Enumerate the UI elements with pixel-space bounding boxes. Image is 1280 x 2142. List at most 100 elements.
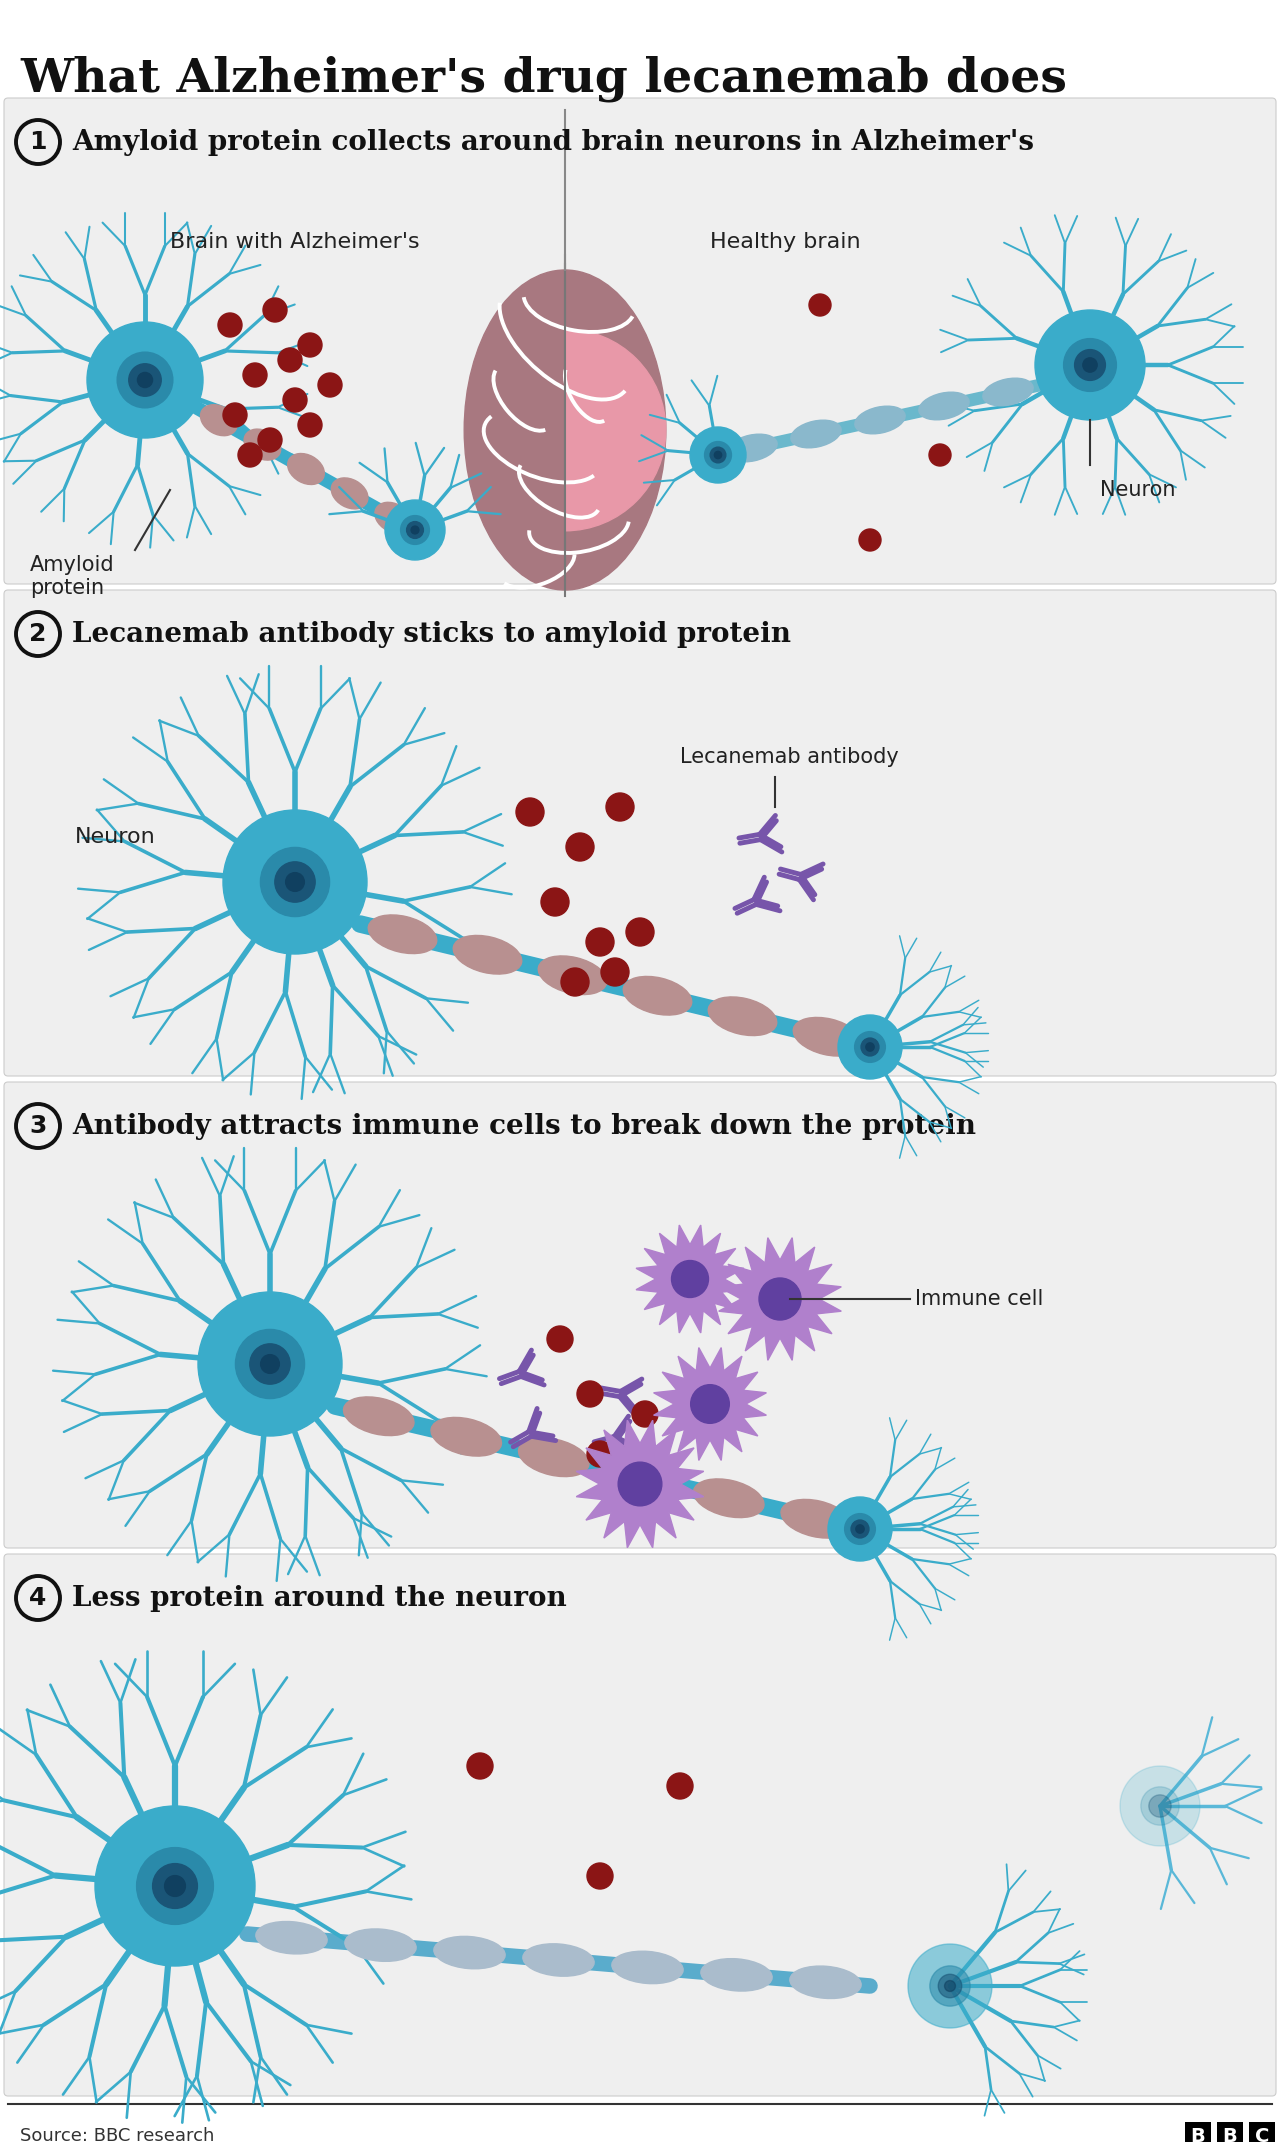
Text: C: C [1254, 2127, 1270, 2142]
FancyBboxPatch shape [4, 1082, 1276, 1549]
Text: B: B [1190, 2127, 1206, 2142]
Polygon shape [654, 1347, 767, 1461]
Circle shape [137, 373, 152, 388]
Circle shape [704, 441, 731, 469]
Circle shape [769, 1287, 791, 1311]
Circle shape [672, 1259, 709, 1298]
Ellipse shape [244, 428, 280, 461]
Circle shape [859, 529, 881, 550]
Circle shape [87, 321, 204, 437]
Ellipse shape [343, 1397, 413, 1435]
Circle shape [759, 1279, 801, 1319]
Circle shape [929, 443, 951, 467]
Ellipse shape [434, 1936, 506, 1968]
Circle shape [218, 313, 242, 336]
Circle shape [945, 1981, 955, 1992]
Text: Neuron: Neuron [76, 827, 156, 846]
Circle shape [632, 1401, 658, 1427]
Ellipse shape [794, 1017, 861, 1056]
FancyBboxPatch shape [4, 99, 1276, 585]
FancyBboxPatch shape [1249, 2123, 1275, 2142]
Text: 2: 2 [29, 621, 46, 647]
Circle shape [586, 927, 614, 955]
Circle shape [561, 968, 589, 996]
Circle shape [605, 793, 634, 820]
Ellipse shape [919, 392, 969, 420]
Circle shape [700, 1394, 721, 1414]
Circle shape [714, 452, 722, 458]
Circle shape [861, 1039, 879, 1056]
FancyBboxPatch shape [1185, 2123, 1211, 2142]
Circle shape [541, 889, 570, 917]
Ellipse shape [791, 420, 841, 448]
Circle shape [152, 1864, 197, 1909]
Text: Less protein around the neuron: Less protein around the neuron [72, 1585, 567, 1611]
Circle shape [710, 448, 726, 463]
Ellipse shape [431, 1418, 502, 1457]
Text: Lecanemab antibody sticks to amyloid protein: Lecanemab antibody sticks to amyloid pro… [72, 621, 791, 647]
Circle shape [259, 428, 282, 452]
Ellipse shape [708, 996, 777, 1035]
Ellipse shape [623, 977, 691, 1015]
Circle shape [681, 1270, 700, 1289]
Circle shape [908, 1945, 992, 2028]
Text: Healthy brain: Healthy brain [710, 231, 860, 253]
Wedge shape [564, 330, 666, 531]
Circle shape [129, 364, 161, 396]
Circle shape [838, 1015, 902, 1080]
Circle shape [118, 351, 173, 407]
Ellipse shape [983, 379, 1033, 405]
Ellipse shape [538, 955, 607, 994]
Circle shape [298, 413, 323, 437]
Ellipse shape [369, 915, 436, 953]
Ellipse shape [694, 1478, 764, 1517]
Circle shape [137, 1849, 214, 1924]
Circle shape [828, 1497, 892, 1562]
Circle shape [467, 1752, 493, 1780]
Ellipse shape [332, 478, 367, 510]
Circle shape [547, 1326, 573, 1352]
Circle shape [223, 403, 247, 426]
Ellipse shape [605, 1459, 677, 1497]
Ellipse shape [781, 1499, 851, 1538]
Circle shape [690, 426, 746, 482]
Circle shape [1075, 349, 1106, 381]
Ellipse shape [453, 936, 522, 975]
Text: Lecanemab antibody: Lecanemab antibody [680, 748, 899, 767]
Ellipse shape [465, 270, 666, 589]
Circle shape [317, 373, 342, 396]
Circle shape [260, 848, 329, 917]
Circle shape [628, 1472, 652, 1495]
Circle shape [165, 1876, 186, 1896]
Text: Amyloid
protein: Amyloid protein [29, 555, 115, 598]
Circle shape [855, 1032, 886, 1062]
Text: Source: BBC research: Source: BBC research [20, 2127, 214, 2142]
Circle shape [285, 872, 305, 891]
Circle shape [845, 1514, 876, 1544]
Text: Brain with Alzheimer's: Brain with Alzheimer's [170, 231, 420, 253]
Text: Neuron: Neuron [1100, 480, 1175, 499]
Ellipse shape [256, 1921, 328, 1954]
Ellipse shape [701, 1958, 772, 1992]
Circle shape [588, 1864, 613, 1889]
Polygon shape [576, 1420, 704, 1549]
FancyBboxPatch shape [1217, 2123, 1243, 2142]
Circle shape [809, 293, 831, 317]
Ellipse shape [790, 1966, 861, 1998]
Circle shape [1064, 338, 1116, 392]
Circle shape [1083, 358, 1097, 373]
Circle shape [602, 957, 628, 985]
Circle shape [577, 1382, 603, 1407]
Text: What Alzheimer's drug lecanemab does: What Alzheimer's drug lecanemab does [20, 56, 1068, 101]
Circle shape [1120, 1765, 1201, 1846]
Circle shape [411, 527, 419, 533]
Ellipse shape [727, 435, 777, 463]
Circle shape [385, 499, 445, 559]
Ellipse shape [612, 1951, 684, 1983]
Text: Amyloid protein collects around brain neurons in Alzheimer's: Amyloid protein collects around brain ne… [72, 129, 1034, 156]
Circle shape [401, 516, 429, 544]
Circle shape [1149, 1795, 1171, 1816]
Circle shape [865, 1043, 874, 1052]
Circle shape [851, 1521, 869, 1538]
Ellipse shape [855, 407, 905, 435]
